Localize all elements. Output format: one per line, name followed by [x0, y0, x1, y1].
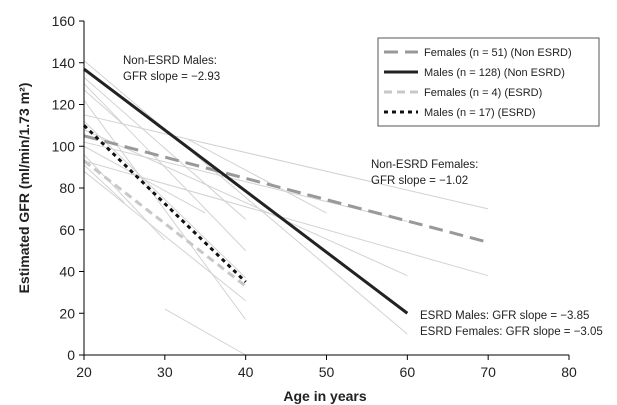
y-tick-label-80: 80: [59, 180, 75, 196]
individual-line-14: [164, 308, 246, 356]
annotation-2-line-1: ESRD Females: GFR slope = −3.05: [420, 326, 603, 338]
individual-line-2: [83, 83, 247, 251]
individual-line-15: [188, 139, 327, 214]
series-lines: [82, 67, 489, 315]
individual-line-11: [83, 164, 125, 203]
individual-line-5: [83, 114, 489, 210]
y-tick-label-0: 0: [67, 347, 75, 363]
y-tick-label-140: 140: [52, 55, 76, 71]
y-axis-title: Estimated GFR (ml/min/1.73 m²): [16, 83, 32, 294]
individual-line-10: [83, 154, 166, 241]
y-tick-label-100: 100: [52, 138, 76, 154]
x-tick-label-30: 30: [157, 364, 173, 380]
x-tick-label-50: 50: [319, 364, 335, 380]
annotations: Non-ESRD Males: GFR slope = −2.93 Non-ESRD…: [123, 55, 603, 338]
legend-label-2: Females (n = 4) (ESRD): [424, 87, 542, 99]
legend-label-3: Males (n = 17) (ESRD): [424, 107, 536, 119]
individual-line-0: [83, 60, 408, 335]
y-tick-label-160: 160: [52, 13, 76, 29]
series-line-3: [82, 124, 247, 284]
annotation-2-line-0: ESRD Males: GFR slope = −3.85: [420, 310, 589, 322]
y-tick-label-40: 40: [59, 264, 75, 280]
y-tick-label-120: 120: [52, 97, 76, 113]
x-tick-label-60: 60: [400, 364, 416, 380]
legend-label-1: Males (n = 128) (Non ESRD): [424, 67, 565, 79]
axes: [79, 20, 570, 360]
individual-line-13: [83, 160, 489, 277]
annotation-1-line-0: Non-ESRD Females:: [371, 159, 478, 171]
individual-line-4: [83, 100, 247, 320]
legend-label-0: Females (n = 51) (Non ESRD): [424, 47, 572, 59]
x-tick-label-20: 20: [76, 364, 92, 380]
series-line-2: [83, 159, 247, 288]
individual-line-3: [83, 89, 125, 126]
legend: Females (n = 51) (Non ESRD) Males (n = 12…: [377, 37, 600, 127]
series-line-0: [83, 134, 489, 244]
individual-line-1: [83, 76, 246, 220]
annotation-0-line-0: Non-ESRD Males:: [123, 55, 217, 67]
individual-lines: [83, 60, 489, 356]
x-axis-title: Age in years: [283, 388, 366, 404]
annotation-1-line-1: GFR slope = −1.02: [371, 175, 468, 187]
individual-line-6: [83, 120, 247, 279]
x-tick-label-70: 70: [480, 364, 496, 380]
y-tick-label-60: 60: [59, 222, 75, 238]
x-tick-label-40: 40: [238, 364, 254, 380]
series-line-1: [83, 67, 409, 315]
x-tick-label-80: 80: [561, 364, 577, 380]
individual-line-7: [83, 129, 408, 277]
y-tick-label-20: 20: [59, 305, 75, 321]
annotation-0-line-1: GFR slope = −2.93: [123, 71, 220, 83]
individual-line-9: [83, 145, 206, 214]
individual-line-12: [83, 170, 246, 302]
